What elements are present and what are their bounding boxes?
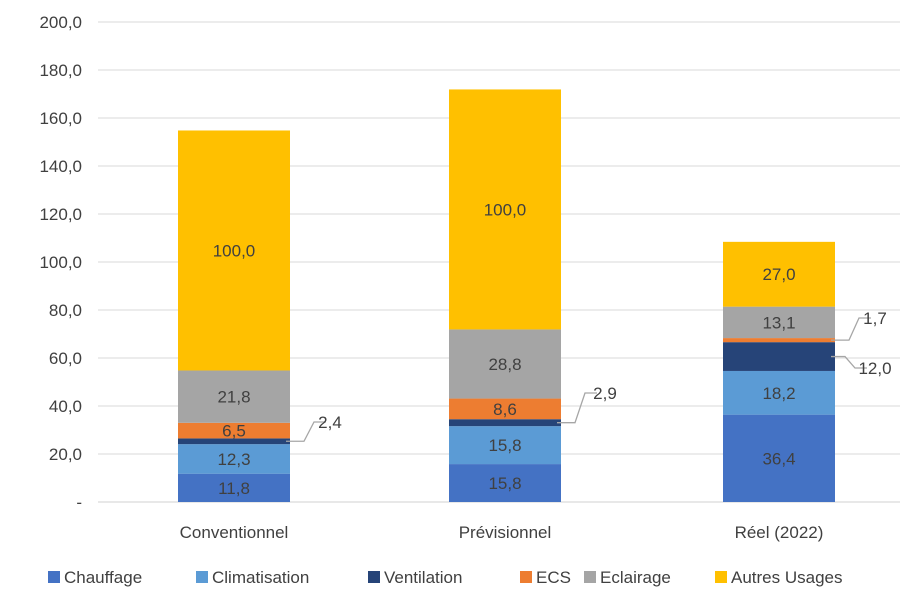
data-label: 100,0 — [484, 200, 527, 219]
y-tick-label: 40,0 — [49, 397, 82, 416]
data-label: 13,1 — [762, 313, 795, 332]
legend-label: ECS — [536, 568, 571, 587]
data-label: 15,8 — [488, 474, 521, 493]
legend-swatch — [368, 571, 380, 583]
legend-swatch — [520, 571, 532, 583]
y-tick-label: 140,0 — [39, 157, 82, 176]
y-tick-label: 180,0 — [39, 61, 82, 80]
bar-segment-ecs — [723, 338, 835, 342]
bar-segment-ventilation — [723, 342, 835, 371]
legend-label: Climatisation — [212, 568, 309, 587]
legend-swatch — [48, 571, 60, 583]
legend: Chauffage Climatisation Ventilation ECS Ecla… — [48, 568, 843, 587]
y-tick-label: 120,0 — [39, 205, 82, 224]
legend-swatch — [196, 571, 208, 583]
y-tick-label: 160,0 — [39, 109, 82, 128]
bar-segment-ventilation — [449, 419, 561, 426]
data-label: 12,0 — [858, 359, 891, 378]
y-tick-label: 100,0 — [39, 253, 82, 272]
legend-swatch — [715, 571, 727, 583]
legend-label: Chauffage — [64, 568, 142, 587]
data-label: 15,8 — [488, 436, 521, 455]
data-label: 36,4 — [762, 449, 795, 468]
legend-label: Ventilation — [384, 568, 462, 587]
data-label: 27,0 — [762, 265, 795, 284]
data-label: 18,2 — [762, 384, 795, 403]
x-category-label: Réel (2022) — [735, 523, 824, 542]
x-category-label: Prévisionnel — [459, 523, 552, 542]
data-label: 2,4 — [318, 413, 342, 432]
data-label: 21,8 — [217, 388, 250, 407]
data-label: 12,3 — [217, 450, 250, 469]
legend-label: Eclairage — [600, 568, 671, 587]
leader-line — [557, 393, 597, 423]
data-label: 1,7 — [863, 309, 887, 328]
data-label: 6,5 — [222, 422, 246, 441]
x-category-label: Conventionnel — [180, 523, 289, 542]
legend-label: Autres Usages — [731, 568, 843, 587]
data-label: 2,9 — [593, 384, 617, 403]
data-label: 11,8 — [218, 479, 250, 498]
y-tick-label: 80,0 — [49, 301, 82, 320]
y-tick-label: 20,0 — [49, 445, 82, 464]
data-label: 28,8 — [488, 355, 521, 374]
data-label: 8,6 — [493, 400, 517, 419]
data-label: 100,0 — [213, 241, 256, 260]
y-tick-label: 60,0 — [49, 349, 82, 368]
y-tick-label: - — [76, 493, 82, 512]
x-axis: Conventionnel Prévisionnel Réel (2022) — [180, 523, 824, 542]
legend-swatch — [584, 571, 596, 583]
y-tick-label: 200,0 — [39, 13, 82, 32]
y-axis: - 20,0 40,0 60,0 80,0 100,0 120,0 140,0 160,0 180… — [39, 13, 82, 512]
